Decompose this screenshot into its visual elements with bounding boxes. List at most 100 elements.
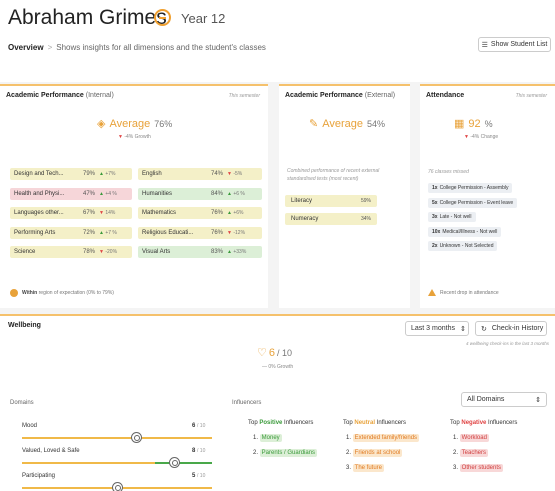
check-in-history-button[interactable]: ↻ Check-in History bbox=[475, 321, 547, 336]
domain-slider-knob[interactable] bbox=[130, 432, 142, 443]
external-row-literacy[interactable]: Literacy 59% bbox=[285, 195, 377, 207]
domain-label: Valued, Loved & Safe bbox=[22, 448, 80, 454]
neutral-influencer-item[interactable]: 1. Extended family/friends bbox=[346, 434, 420, 442]
subject-change: ▲ +33% bbox=[227, 249, 247, 255]
subject-change: ▼ -5% bbox=[227, 171, 243, 177]
trend-down-icon: ▼ bbox=[227, 171, 234, 177]
subject-name: Visual Arts bbox=[142, 249, 171, 255]
positive-influencer-item[interactable]: 1. Money bbox=[253, 434, 282, 442]
trend-up-icon: ▲ bbox=[227, 210, 234, 216]
negative-influencer-item[interactable]: 3. Other students bbox=[453, 464, 504, 472]
trend-up-icon: ▲ bbox=[99, 190, 106, 197]
subject-percent: 47% bbox=[83, 190, 96, 197]
subject-percent: 72% bbox=[83, 229, 96, 236]
academic-internal-card: Academic Performance (Internal) This sem… bbox=[0, 84, 268, 308]
trend-up-icon: ▲ bbox=[99, 229, 106, 236]
subject-percent: 67% bbox=[83, 210, 96, 216]
academic-internal-title: Academic Performance (Internal) bbox=[6, 92, 114, 99]
breadcrumb-current[interactable]: Overview bbox=[8, 43, 44, 52]
academic-internal-growth: ▼ -4% Growth bbox=[118, 134, 151, 140]
subject-change: ▼ 14% bbox=[99, 210, 116, 216]
history-icon: ↻ bbox=[481, 325, 487, 333]
subject-row[interactable]: Humanities 84% ▲ +6 % bbox=[138, 187, 262, 200]
subject-name: Religious Educati... bbox=[142, 229, 194, 236]
breadcrumb-description: Shows insights for all dimensions and th… bbox=[56, 43, 266, 52]
domain-slider-track bbox=[22, 437, 212, 439]
subject-name: Languages other... bbox=[14, 210, 64, 216]
wellbeing-note: 4 wellbeing check-ins in the last 3 mont… bbox=[465, 341, 549, 346]
student-year: Year 12 bbox=[181, 11, 226, 26]
attendance-title: Attendance bbox=[426, 92, 465, 99]
neutral-influencer-item[interactable]: 3. The future bbox=[346, 464, 385, 472]
subject-percent: 78% bbox=[83, 249, 96, 255]
domains-label: Domains bbox=[10, 400, 34, 406]
domain-score: 6 / 10 bbox=[192, 423, 206, 429]
list-icon: ☰ bbox=[481, 41, 488, 49]
subject-percent: 74% bbox=[211, 171, 224, 177]
subject-row[interactable]: Design and Tech... 79% ▲ +7% bbox=[10, 168, 132, 180]
attendance-reason: 2x Unknown - Not Selected bbox=[428, 241, 498, 251]
period-select[interactable]: Last 3 months ⇕ bbox=[405, 321, 469, 336]
subject-row[interactable]: Health and Physi... 47% ▲ +4 % bbox=[10, 187, 132, 200]
subject-row[interactable]: Mathematics 76% ▲ +6% bbox=[138, 207, 262, 219]
negative-influencer-item[interactable]: 2. Teachers bbox=[453, 449, 489, 457]
subject-change: ▼ -12% bbox=[227, 229, 246, 236]
domain-slider-knob[interactable] bbox=[111, 482, 123, 491]
attendance-meta: This semester bbox=[515, 93, 547, 99]
student-name: Abraham Grimes bbox=[8, 6, 167, 29]
show-student-list-button[interactable]: ☰ Show Student List bbox=[478, 37, 551, 52]
trend-down-icon: ▼ bbox=[99, 210, 106, 216]
chevron-updown-icon: ⇕ bbox=[535, 396, 541, 404]
subject-row[interactable]: Science 78% ▼ -20% bbox=[10, 246, 132, 258]
domain-slider-track bbox=[22, 462, 212, 464]
attendance-reason: 5x College Permission - Event leave bbox=[428, 197, 518, 208]
subject-percent: 83% bbox=[211, 249, 224, 255]
minus-circle-icon[interactable] bbox=[154, 9, 171, 26]
wellbeing-title: Wellbeing bbox=[8, 322, 41, 329]
subject-name: Humanities bbox=[142, 190, 173, 197]
domain-slider-knob[interactable] bbox=[168, 457, 180, 468]
subject-name: Mathematics bbox=[142, 210, 177, 216]
domain-score: 8 / 10 bbox=[192, 448, 206, 454]
pencil-icon: ✎ bbox=[309, 118, 319, 130]
subject-name: Science bbox=[14, 249, 36, 255]
domain-filter-select[interactable]: All Domains ⇕ bbox=[461, 392, 547, 407]
wellbeing-growth: — 0% Growth bbox=[262, 364, 294, 370]
subject-name: Design and Tech... bbox=[14, 171, 64, 177]
subject-row[interactable]: English 74% ▼ -5% bbox=[138, 168, 262, 180]
attendance-value: ▦ 92 % bbox=[454, 117, 493, 131]
academic-external-average: ✎ Average 54% bbox=[309, 117, 386, 131]
academic-internal-footer: Within region of expectation (0% to 79%) bbox=[10, 289, 114, 297]
academic-external-note: Combined performance of recent external … bbox=[287, 168, 380, 182]
trend-up-icon: ▲ bbox=[227, 190, 234, 197]
subject-row[interactable]: Visual Arts 83% ▲ +33% bbox=[138, 246, 262, 258]
negative-influencers-heading: Top Negative Influencers bbox=[450, 420, 518, 426]
subject-row[interactable]: Languages other... 67% ▼ 14% bbox=[10, 207, 132, 219]
subject-name: Health and Physi... bbox=[14, 190, 65, 197]
positive-influencers-heading: Top Positive Influencers bbox=[248, 420, 314, 426]
positive-influencer-item[interactable]: 2. Parents / Guardians bbox=[253, 449, 318, 457]
attendance-footer: Recent drop in attendance bbox=[428, 289, 499, 296]
heart-icon: ♡ bbox=[257, 347, 267, 359]
external-row-numeracy[interactable]: Numeracy 34% bbox=[285, 213, 377, 225]
trend-up-icon: ▲ bbox=[99, 171, 106, 177]
page-header: Abraham Grimes Year 12 Overview > Shows in… bbox=[0, 0, 555, 82]
academic-external-card: Academic Performance (External) ✎ Averag… bbox=[279, 84, 410, 308]
subject-change: ▲ +6% bbox=[227, 210, 244, 216]
info-icon bbox=[10, 289, 18, 297]
negative-influencer-item[interactable]: 1. Workload bbox=[453, 434, 489, 442]
calendar-icon: ▦ bbox=[454, 118, 465, 130]
attendance-note: 76 classes missed bbox=[428, 169, 469, 175]
subject-row[interactable]: Performing Arts 72% ▲ +7 % bbox=[10, 226, 132, 239]
domain-label: Participating bbox=[22, 473, 56, 479]
subject-percent: 79% bbox=[83, 171, 96, 177]
wellbeing-score: ♡ 6 / 10 bbox=[257, 346, 293, 360]
subject-percent: 84% bbox=[211, 190, 224, 197]
trend-down-icon: ▼ bbox=[99, 249, 106, 255]
attendance-reason: 3x Late - Not well bbox=[428, 212, 476, 222]
domain-label: Mood bbox=[22, 423, 38, 429]
subject-row[interactable]: Religious Educati... 76% ▼ -12% bbox=[138, 226, 262, 239]
breadcrumb-separator: > bbox=[47, 43, 53, 52]
wellbeing-section: Wellbeing Last 3 months ⇕ ↻ Check-in Histo… bbox=[0, 314, 555, 491]
neutral-influencer-item[interactable]: 2. Friends at school bbox=[346, 449, 403, 457]
